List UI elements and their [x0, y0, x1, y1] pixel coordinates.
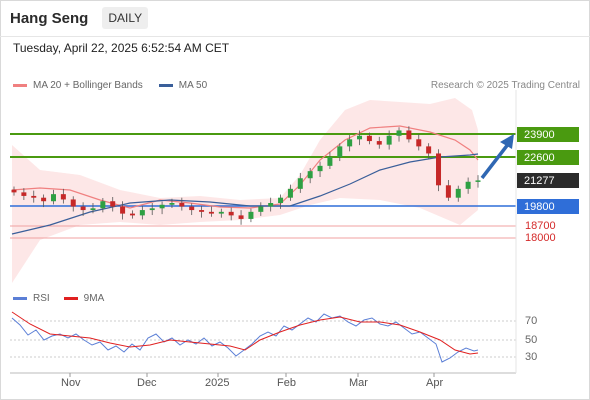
price-legend: MA 20 + Bollinger Bands MA 50	[13, 80, 223, 91]
candle-body	[307, 171, 313, 179]
candle-body	[139, 210, 145, 216]
candlestick-series	[11, 126, 481, 225]
candle-body	[396, 130, 402, 136]
candle-body	[445, 185, 451, 198]
ma50-line	[11, 153, 479, 235]
ma20-swatch-icon	[13, 84, 27, 87]
rsi-legend: RSI 9MA	[13, 293, 118, 304]
x-label-nov: Nov	[61, 377, 81, 389]
candle-body	[278, 197, 284, 203]
candle-body	[426, 146, 432, 154]
candle-body	[366, 135, 372, 142]
candle-body	[268, 203, 274, 207]
candle-body	[50, 194, 56, 202]
x-label-mar: Mar	[349, 377, 368, 389]
candle-body	[60, 194, 66, 200]
candle-body	[169, 203, 175, 205]
legend-ma20-label: MA 20 + Bollinger Bands	[33, 80, 143, 91]
legend-ma50: MA 50	[158, 80, 208, 91]
candle-body	[258, 206, 264, 212]
candle-body	[337, 146, 343, 157]
level-badge-22600: 22600	[517, 150, 579, 165]
candle-body	[129, 213, 135, 216]
candle-body	[436, 153, 442, 186]
candle-body	[386, 135, 392, 145]
chart-datetime: Tuesday, April 22, 2025 6:52:54 AM CET	[13, 41, 230, 55]
candle-body	[248, 211, 254, 219]
chart-header: Hang Seng DAILY	[0, 0, 590, 36]
rsi-axis-50: 50	[525, 334, 538, 346]
candle-body	[287, 188, 293, 198]
level-badge-last-price: 21277	[517, 173, 579, 188]
rsi-line	[11, 313, 479, 363]
candle-body	[90, 208, 96, 211]
candle-body	[179, 203, 185, 207]
forecast-arrow-shaft	[480, 141, 511, 180]
candle-body	[199, 210, 205, 212]
candle-body	[159, 204, 165, 209]
timeframe-badge[interactable]: DAILY	[102, 7, 149, 29]
candle-body	[376, 141, 382, 145]
legend-rsi-ma: 9MA	[63, 293, 105, 304]
x-label-2025: 2025	[205, 377, 230, 389]
candle-body	[297, 178, 303, 189]
candle-body	[11, 189, 17, 193]
candle-body	[218, 211, 224, 214]
candle-body	[347, 139, 353, 147]
candle-body	[455, 188, 461, 198]
candle-body	[189, 206, 195, 211]
bollinger-band	[12, 98, 478, 283]
candle-body	[149, 208, 155, 211]
legend-rsi-label: RSI	[33, 293, 50, 304]
legend-ma50-label: MA 50	[178, 80, 208, 91]
candle-body	[100, 201, 106, 209]
candle-body	[327, 157, 333, 166]
candle-body	[238, 215, 244, 219]
candle-body	[120, 206, 126, 214]
rsi-swatch-icon	[13, 297, 27, 300]
candle-body	[416, 139, 422, 147]
candle-body	[41, 197, 47, 202]
legend-rsi-ma-label: 9MA	[83, 293, 105, 304]
rsi-axis-70: 70	[525, 315, 538, 327]
level-label-18000: 18000	[525, 232, 556, 244]
rsi-ma-line	[11, 311, 479, 355]
candle-body	[208, 211, 214, 214]
candle-body	[357, 135, 363, 140]
rsi-axis-30: 30	[525, 351, 538, 363]
candle-body	[406, 130, 412, 140]
candle-body	[80, 206, 86, 211]
x-label-dec: Dec	[137, 377, 157, 389]
x-label-feb: Feb	[277, 377, 296, 389]
candle-body	[110, 201, 116, 207]
instrument-title: Hang Seng	[10, 9, 89, 27]
header-divider	[0, 36, 590, 37]
candle-body	[465, 181, 471, 189]
candle-body	[317, 165, 323, 172]
candle-body	[31, 195, 37, 198]
ma50-swatch-icon	[158, 84, 173, 87]
ma20-line	[11, 125, 479, 209]
rsi-ma-swatch-icon	[63, 297, 78, 300]
forecast-arrow-icon	[500, 134, 514, 149]
level-label-18700: 18700	[525, 220, 556, 232]
candle-body	[21, 192, 27, 196]
candle-body	[70, 199, 76, 207]
level-badge-23900: 23900	[517, 127, 579, 142]
candle-body	[228, 211, 234, 216]
research-credit: Research © 2025 Trading Central	[430, 80, 580, 91]
x-label-apr: Apr	[426, 377, 444, 389]
candle-body	[475, 180, 481, 182]
legend-ma20: MA 20 + Bollinger Bands	[13, 80, 143, 91]
legend-rsi: RSI	[13, 293, 50, 304]
level-badge-19800: 19800	[517, 199, 579, 214]
